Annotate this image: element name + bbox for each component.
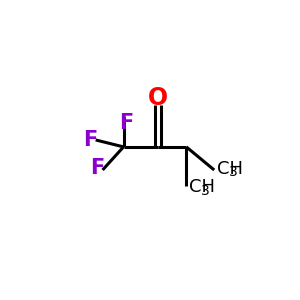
Text: F: F	[119, 112, 133, 133]
Text: CH: CH	[189, 178, 214, 196]
Text: F: F	[90, 158, 104, 178]
Text: CH: CH	[217, 160, 242, 178]
Text: 3: 3	[229, 165, 238, 179]
Text: O: O	[148, 86, 169, 110]
Text: F: F	[83, 130, 97, 150]
Text: 3: 3	[201, 184, 210, 198]
